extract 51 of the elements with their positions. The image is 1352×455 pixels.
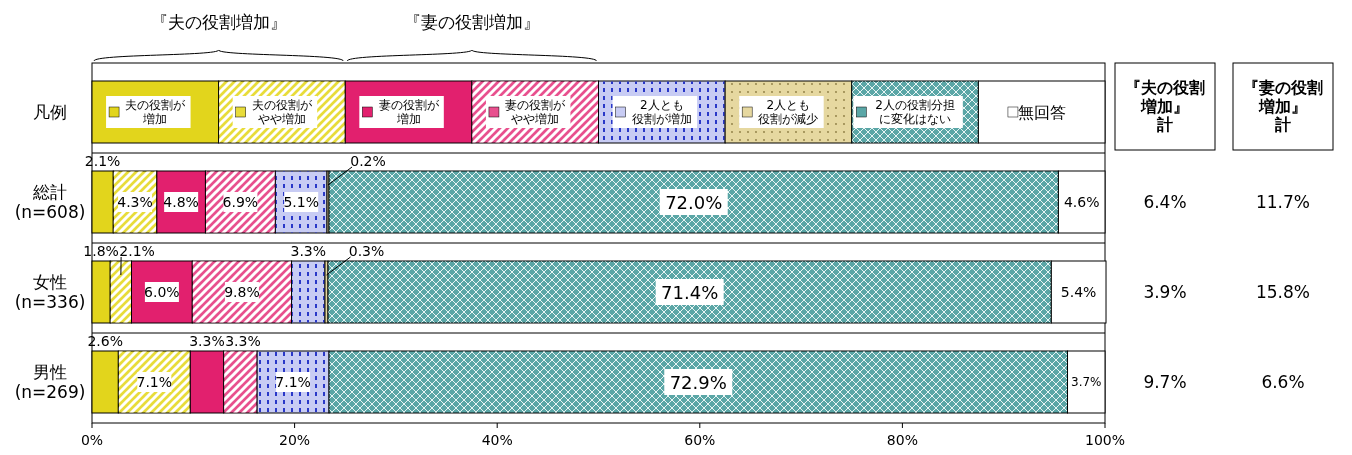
data-label: 0.2%: [350, 153, 386, 169]
legend-title: 凡例: [33, 102, 67, 122]
data-label: 0.3%: [348, 243, 385, 259]
text: 『妻の役割増加』: [403, 12, 540, 32]
data-label: 3.3%: [290, 243, 327, 259]
data-label: 3.7%: [1071, 375, 1102, 389]
data-label: 2.1%: [119, 243, 155, 259]
data-label: 72.9%: [669, 371, 727, 393]
x-tick-label: 80%: [886, 432, 918, 448]
data-label: 7.1%: [275, 374, 311, 390]
text: 『妻の役割増加』計: [1243, 78, 1323, 134]
legend-label: 夫の役割が増加: [125, 98, 187, 126]
text: 15.8%: [1255, 282, 1311, 302]
y-tick-label: 女性 (n=336): [14, 272, 86, 312]
x-tick-label: 40%: [481, 432, 513, 448]
text: 6.4%: [1143, 192, 1187, 212]
legend-label: 2人の役割分担に変化はない: [875, 98, 955, 126]
text: 3.9%: [1143, 282, 1187, 302]
data-label: 72.0%: [665, 191, 723, 213]
text: 11.7%: [1255, 192, 1311, 212]
legend-label: 妻の役割がやや増加: [505, 98, 567, 126]
text: 9.7%: [1143, 372, 1187, 392]
legend-label: 2人とも役割が増加: [631, 98, 692, 126]
data-label: 5.1%: [283, 194, 319, 210]
data-label: 9.8%: [224, 284, 260, 300]
x-tick-label: 100%: [1084, 432, 1126, 448]
data-label: 3.3%: [225, 333, 261, 349]
x-tick-label: 20%: [279, 432, 311, 448]
x-tick-label: 60%: [684, 432, 716, 448]
text: 『夫の役割増加』計: [1125, 78, 1205, 134]
data-label: 1.8%: [83, 243, 119, 259]
data-label: 3.3%: [189, 333, 225, 349]
data-label: 71.4%: [661, 281, 719, 303]
data-label: 2.6%: [87, 333, 123, 349]
legend-label: 夫の役割がやや増加: [251, 98, 313, 126]
data-label: 2.1%: [84, 153, 121, 169]
legend-label: 2人とも役割が減少: [758, 98, 819, 126]
data-label: 5.4%: [1060, 284, 1097, 300]
data-label: 6.9%: [222, 194, 259, 210]
y-tick-label: 男性 (n=269): [14, 362, 86, 402]
text: 『夫の役割増加』: [150, 12, 287, 32]
y-tick-label: 総計 (n=608): [14, 182, 86, 222]
legend-label: 無回答: [1017, 102, 1066, 122]
legend-label: 妻の役割が増加: [378, 98, 440, 126]
text: 6.6%: [1261, 372, 1305, 392]
data-label: 6.0%: [144, 284, 180, 300]
data-label: 7.1%: [136, 374, 173, 390]
data-label: 4.3%: [117, 194, 153, 210]
x-tick-label: 0%: [80, 432, 104, 448]
data-label: 4.6%: [1063, 194, 1100, 210]
data-label: 4.8%: [163, 194, 199, 210]
